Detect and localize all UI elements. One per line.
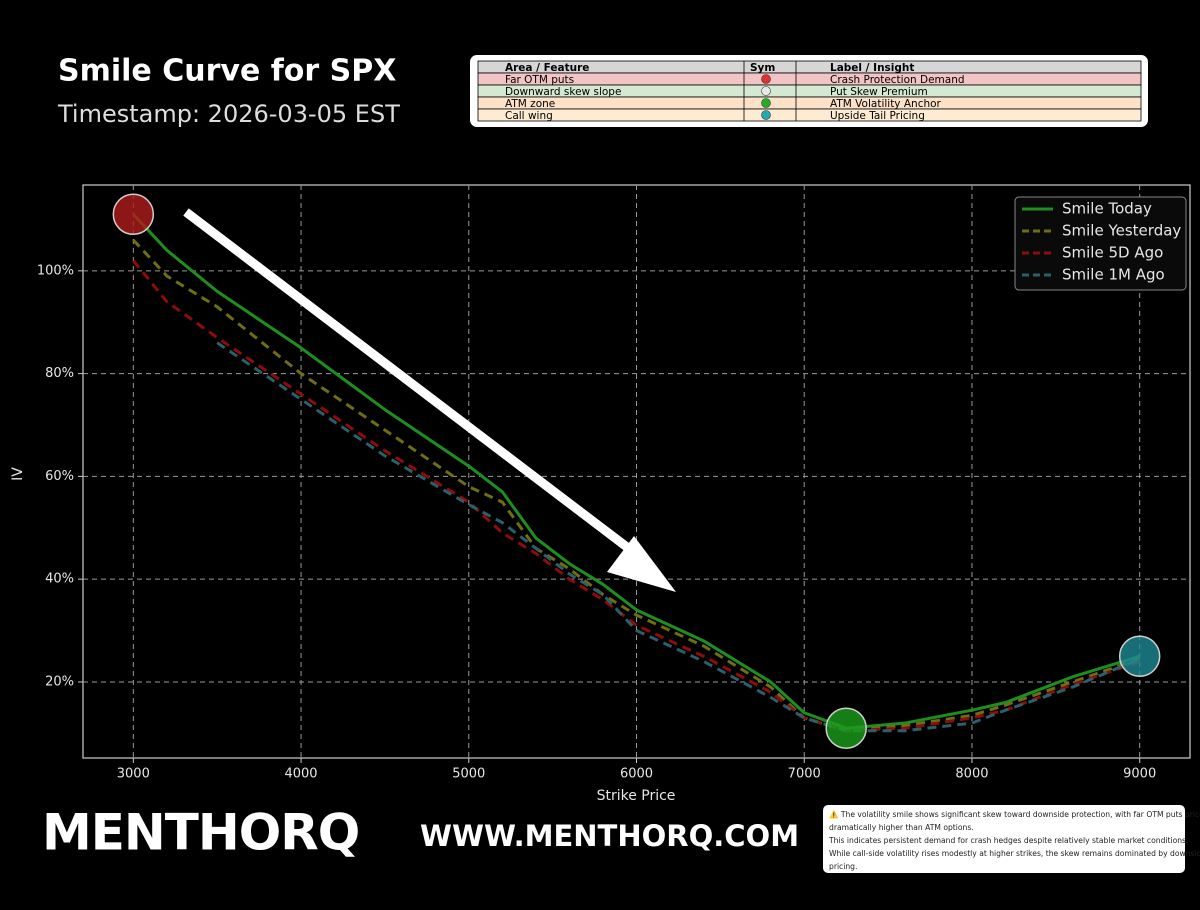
x-tick-label: 5000 [452, 767, 485, 782]
insight-table: Area / Feature Sym Label / Insight Far OTM … [477, 60, 1142, 122]
highlight-marker [825, 707, 867, 749]
legend-label: Smile Yesterday [1062, 222, 1181, 240]
table-row [477, 96, 1142, 110]
x-tick-label: 9000 [1123, 767, 1156, 782]
y-tick-label: 20% [45, 674, 74, 689]
trend-arrow [183, 208, 676, 592]
y-tick-label: 40% [45, 572, 74, 587]
chart-title: Smile Curve for SPX [58, 54, 396, 89]
table-cell: ATM zone [505, 98, 555, 110]
table-cell: Upside Tail Pricing [830, 110, 925, 122]
arrow-head [607, 536, 676, 592]
table-cell: Call wing [505, 110, 553, 122]
y-tick-label: 80% [45, 366, 74, 381]
legend-box [1014, 196, 1187, 291]
table-cell: Downward skew slope [505, 86, 621, 98]
arrow-shaft [183, 208, 643, 561]
table-row [477, 108, 1142, 122]
note-line: While call-side volatility rises modestl… [829, 849, 1200, 858]
table-header: Area / Feature [505, 62, 589, 74]
series-line [132, 213, 1141, 730]
note-line: dramatically higher than ATM options. [829, 823, 974, 832]
table-cell: Put Skew Premium [830, 86, 928, 98]
note-line: pricing. [829, 862, 857, 871]
x-tick-label: 8000 [955, 767, 988, 782]
x-axis-label: Strike Price [597, 788, 676, 804]
legend-label: Smile 1M Ago [1062, 266, 1165, 284]
logo: MENTHORQ [42, 804, 359, 862]
table-symbol [761, 98, 771, 108]
table-symbol [761, 86, 771, 96]
table-symbol [761, 74, 771, 84]
chart-subtitle: Timestamp: 2026-03-05 EST [57, 100, 400, 128]
series-line [216, 341, 1141, 733]
table-symbol [761, 110, 771, 120]
x-tick-label: 7000 [788, 767, 821, 782]
note-line: ⚠️ The volatility smile shows significan… [829, 810, 1200, 819]
note-line: This indicates persistent demand for cra… [828, 836, 1188, 845]
y-axis-label: IV [10, 467, 26, 481]
table-cell: ATM Volatility Anchor [830, 98, 942, 110]
highlight-marker [1118, 635, 1161, 677]
legend-label: Smile Today [1062, 200, 1152, 218]
x-tick-label: 6000 [620, 767, 653, 782]
table-row [477, 72, 1142, 86]
table-cell: Crash Protection Demand [830, 74, 965, 86]
y-tick-label: 100% [37, 263, 74, 278]
note-box [823, 805, 1185, 873]
x-tick-label: 3000 [117, 767, 150, 782]
x-tick-label: 4000 [284, 767, 317, 782]
website: WWW.MENTHORQ.COM [420, 819, 799, 853]
highlight-marker [112, 193, 155, 236]
legend-label: Smile 5D Ago [1062, 244, 1163, 262]
y-tick-label: 60% [45, 469, 74, 484]
table-header: Sym [750, 62, 775, 74]
legend: Smile Today Smile Yesterday Smile 5D Ago Sm… [1014, 196, 1187, 291]
series-line [132, 238, 1141, 733]
table-cell: Far OTM puts [505, 74, 574, 86]
table-header: Label / Insight [830, 62, 914, 74]
